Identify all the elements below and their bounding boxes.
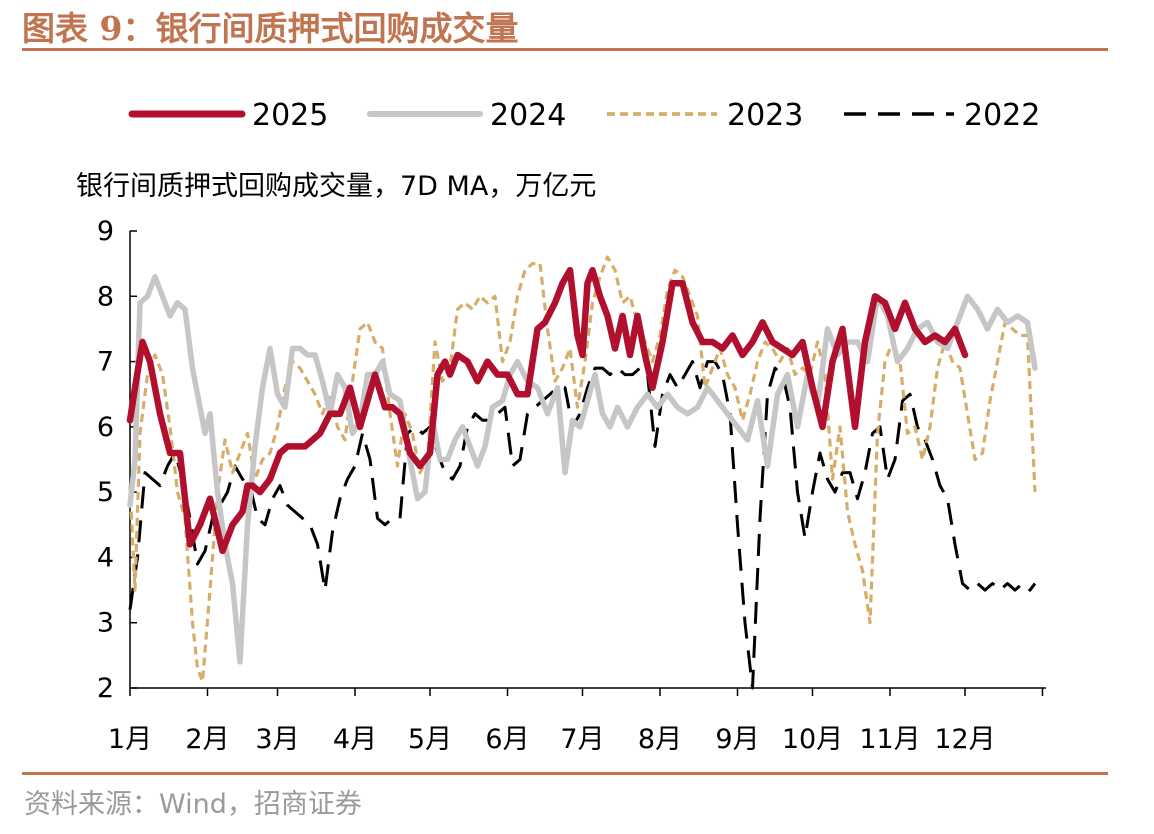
x-tick-label: 10月 xyxy=(782,724,843,755)
x-tick-label: 9月 xyxy=(715,724,759,755)
x-tick-label: 1月 xyxy=(108,724,152,755)
plot-area xyxy=(126,255,1038,690)
x-tick-label: 5月 xyxy=(408,724,452,755)
legend-label-2024: 2024 xyxy=(490,98,566,133)
x-tick-label: 6月 xyxy=(485,724,529,755)
y-tick-label: 3 xyxy=(97,608,114,639)
axes: 2 3 4 5 6 7 8 9 1月 2月 3月 4月 5月 6月 7月 8月 9月 10月 11月 12月 xyxy=(97,216,1046,755)
series-line-2025 xyxy=(126,266,969,555)
legend: 2025 2024 2023 2022 xyxy=(128,98,1040,133)
y-tick-label: 9 xyxy=(97,216,114,247)
source-rule xyxy=(22,772,1108,775)
y-tick-label: 2 xyxy=(97,673,114,704)
x-tick-label: 4月 xyxy=(333,724,377,755)
title-rule xyxy=(22,48,1108,51)
x-tick-label: 2月 xyxy=(185,724,229,755)
legend-label-2022: 2022 xyxy=(964,98,1040,133)
legend-label-2023: 2023 xyxy=(727,98,803,133)
y-tick-label: 8 xyxy=(97,281,114,312)
y-tick-label: 6 xyxy=(97,412,114,443)
x-tick-label: 12月 xyxy=(934,724,995,755)
series-line-2022 xyxy=(128,360,1037,690)
legend-label-2025: 2025 xyxy=(252,98,328,133)
chart-title: 银行间质押式回购成交量，7D MA，万亿元 xyxy=(76,171,596,202)
x-tick-label: 11月 xyxy=(859,724,920,755)
x-tick-label: 8月 xyxy=(638,724,682,755)
y-tick-label: 4 xyxy=(97,542,114,573)
x-tick-label: 3月 xyxy=(255,724,299,755)
series-line-2023 xyxy=(128,255,1037,684)
y-tick-label: 5 xyxy=(97,477,114,508)
figure-title: 图表 9：银行间质押式回购成交量 xyxy=(22,9,519,48)
x-tick-label: 7月 xyxy=(560,724,604,755)
y-tick-label: 7 xyxy=(97,347,114,378)
source-note: 资料来源：Wind，招商证券 xyxy=(24,789,362,820)
